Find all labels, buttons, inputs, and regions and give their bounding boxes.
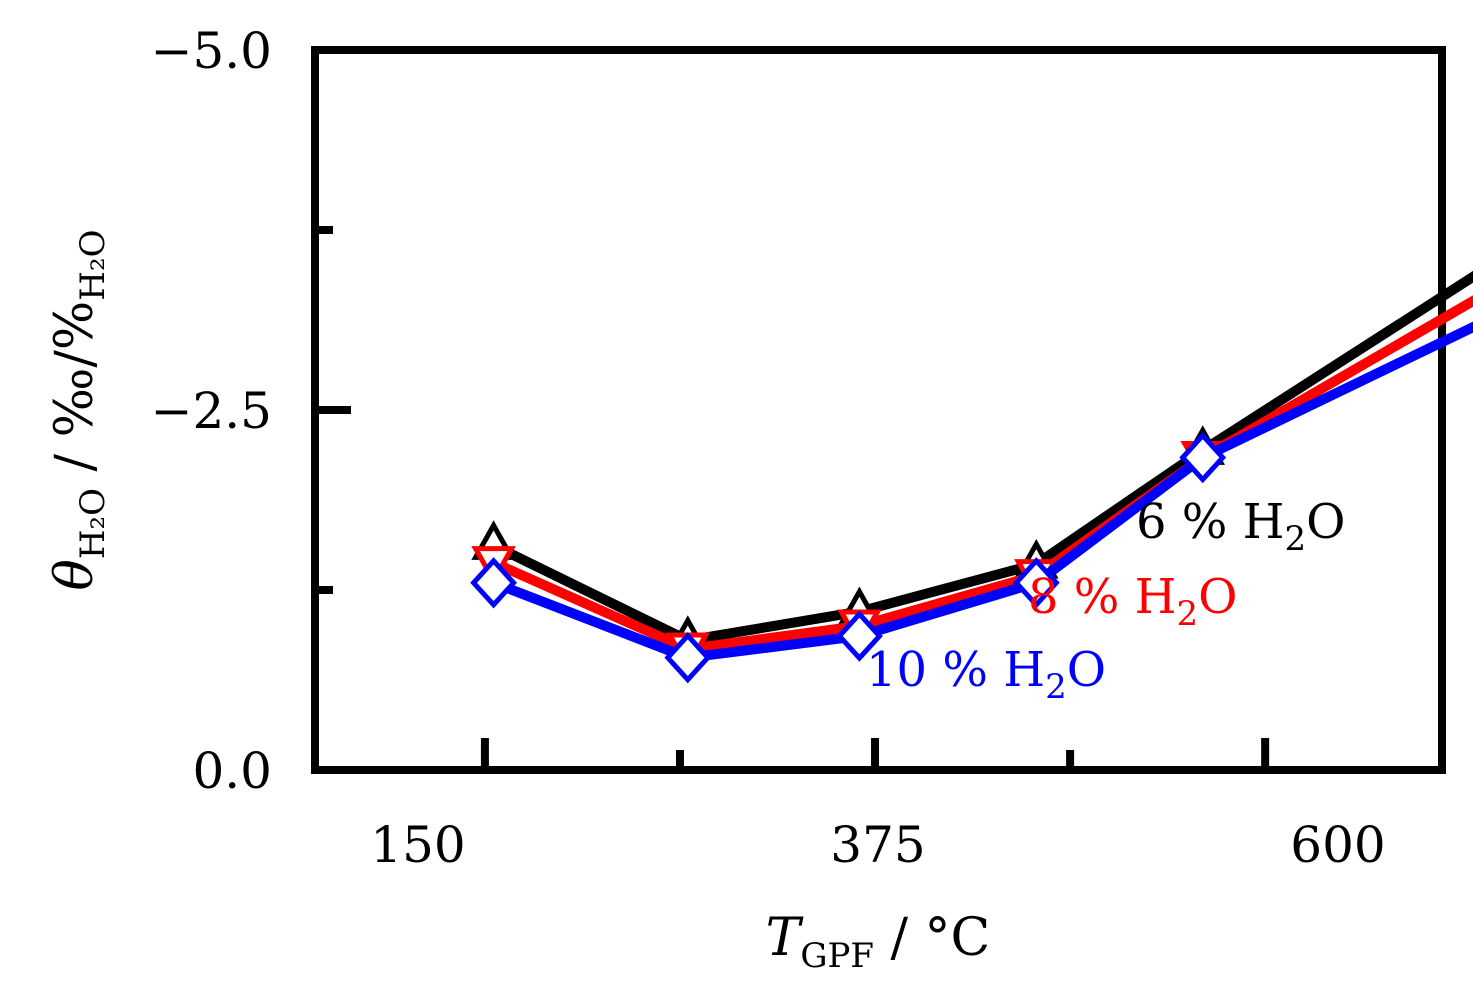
series-label-6pct-sub: 2 xyxy=(1285,519,1307,559)
x-axis-symbol: T xyxy=(766,908,804,968)
series-label-10pct-sub: 2 xyxy=(1045,667,1067,707)
series-2-marker-0 xyxy=(470,557,517,609)
series-layer xyxy=(470,270,1473,684)
series-line-2 xyxy=(491,321,1473,663)
x-axis-subscript: GPF xyxy=(800,936,874,976)
y-axis-subscript: H₂O xyxy=(73,488,113,559)
series-2-marker-2 xyxy=(836,610,883,662)
series-label-8pct-sub: 2 xyxy=(1177,594,1199,634)
y-tick-label-2: −5.0 xyxy=(151,22,272,80)
axis-ticks xyxy=(315,46,1270,774)
y-axis-unit-subscript: H₂O xyxy=(73,230,113,301)
x-tick-label-2: 600 xyxy=(1290,816,1385,874)
series-label-8pct-text: 8 % H xyxy=(1028,569,1177,625)
series-label-10pct-tail: O xyxy=(1067,642,1106,698)
series-2-marker-3 xyxy=(1012,557,1060,609)
x-axis-title: TGPF / °C xyxy=(766,908,991,976)
series-label-6pct-tail: O xyxy=(1306,494,1345,550)
x-tick-label-1: 375 xyxy=(830,816,925,874)
series-line-0 xyxy=(491,270,1473,646)
series-label-6pct: 6 % H2O xyxy=(1136,494,1346,559)
y-axis-unit: / ‰/% xyxy=(45,301,105,488)
series-label-10pct-text: 10 % H xyxy=(866,642,1045,698)
x-axis-unit: / °C xyxy=(874,908,990,968)
y-tick-label-1: −2.5 xyxy=(151,382,272,440)
series-label-10pct: 10 % H2O xyxy=(866,642,1106,707)
series-label-8pct-tail: O xyxy=(1198,569,1237,625)
y-axis-symbol: θ xyxy=(45,559,105,590)
series-line-1 xyxy=(491,295,1473,655)
series-2-marker-1 xyxy=(664,631,712,684)
y-axis-title: θH₂O / ‰/%H₂O xyxy=(45,230,113,591)
series-label-8pct: 8 % H2O xyxy=(1028,569,1238,634)
x-tick-label-0: 150 xyxy=(370,816,465,874)
series-2-marker-4 xyxy=(1179,431,1227,484)
series-label-6pct-text: 6 % H xyxy=(1136,494,1285,550)
y-tick-label-0: 0.0 xyxy=(192,742,272,800)
